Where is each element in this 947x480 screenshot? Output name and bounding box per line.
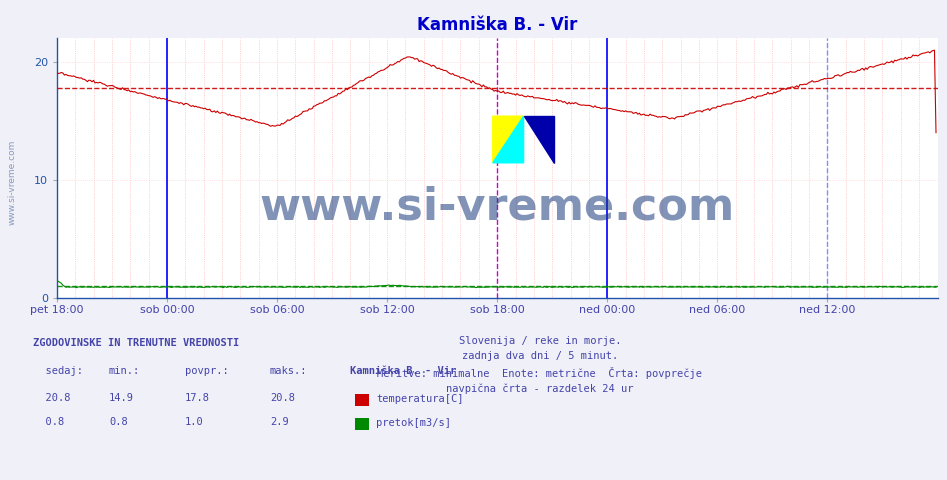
Text: 20.8: 20.8 [270,393,295,403]
Text: www.si-vreme.com: www.si-vreme.com [8,140,17,225]
Text: 17.8: 17.8 [185,393,209,403]
Polygon shape [524,116,554,163]
Text: povpr.:: povpr.: [185,366,228,376]
Text: min.:: min.: [109,366,140,376]
Polygon shape [492,116,524,163]
Text: www.si-vreme.com: www.si-vreme.com [259,185,735,228]
Text: 14.9: 14.9 [109,393,134,403]
Text: Kamniška B. - Vir: Kamniška B. - Vir [350,366,456,376]
Text: pretok[m3/s]: pretok[m3/s] [376,418,451,428]
Text: 20.8: 20.8 [33,393,71,403]
Text: 1.0: 1.0 [185,417,204,427]
Text: 2.9: 2.9 [270,417,289,427]
Polygon shape [492,116,524,163]
Text: Slovenija / reke in morje.
zadnja dva dni / 5 minut.
Meritve: minimalne  Enote: : Slovenija / reke in morje. zadnja dva dn… [377,336,703,395]
Title: Kamniška B. - Vir: Kamniška B. - Vir [417,16,578,34]
Text: ZGODOVINSKE IN TRENUTNE VREDNOSTI: ZGODOVINSKE IN TRENUTNE VREDNOSTI [33,337,240,348]
Text: 0.8: 0.8 [33,417,64,427]
Text: sedaj:: sedaj: [33,366,83,376]
Text: 0.8: 0.8 [109,417,128,427]
Text: temperatura[C]: temperatura[C] [376,394,463,404]
Text: maks.:: maks.: [270,366,308,376]
